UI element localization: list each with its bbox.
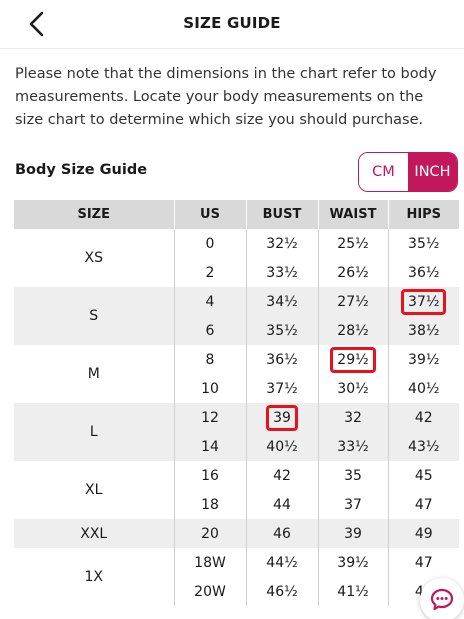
table-cell: 45 bbox=[414, 467, 433, 484]
size-label-l: L bbox=[14, 403, 175, 461]
unit-toggle: CM INCH bbox=[358, 152, 458, 192]
table-cell: 46½ bbox=[246, 577, 319, 606]
table-cell: 35½ bbox=[408, 235, 440, 252]
size-label-xxl: XXL bbox=[14, 519, 175, 548]
size-table: SIZE US BUST WAIST HIPS XS 0 32½ 25½ 35½… bbox=[14, 200, 459, 606]
table-row: 6 35½ 28½ 38½ bbox=[14, 316, 459, 345]
table-cell: 8 bbox=[174, 345, 247, 374]
table-cell: 39 bbox=[318, 519, 389, 548]
table-cell: 49 bbox=[388, 519, 459, 548]
table-cell: 27½ bbox=[318, 287, 389, 316]
table-cell: 44 bbox=[246, 490, 319, 519]
size-label-s: S bbox=[14, 287, 175, 345]
table-cell: 43½ bbox=[388, 432, 459, 461]
table-cell: 36½ bbox=[408, 264, 440, 281]
table-cell: 35½ bbox=[246, 316, 319, 345]
column-header-us: US bbox=[174, 200, 247, 229]
table-row: M 8 36½ 29½ 39½ bbox=[14, 345, 459, 403]
table-row: 2 33½ 26½ 36½ bbox=[14, 258, 459, 287]
table-cell: 46 bbox=[246, 519, 319, 548]
table-cell: 26½ bbox=[318, 258, 389, 287]
table-cell: 25½ bbox=[318, 229, 389, 258]
table-row: 10 37½ 30½ 40½ bbox=[14, 374, 459, 403]
section-title: Body Size Guide bbox=[15, 162, 148, 178]
table-cell: 30½ bbox=[318, 374, 389, 403]
highlight-box: 39 bbox=[266, 404, 298, 431]
size-label-1x: 1X bbox=[14, 548, 175, 606]
table-cell: 28½ bbox=[318, 316, 389, 345]
header-divider bbox=[0, 48, 464, 49]
table-cell: 2 bbox=[174, 258, 247, 287]
table-row: XL 16 42 35 45 bbox=[14, 461, 459, 519]
size-label-xs: XS bbox=[14, 229, 175, 287]
table-cell: 38½ bbox=[388, 316, 459, 345]
table-cell: 44½ bbox=[246, 548, 319, 577]
table-header-row: SIZE US BUST WAIST HIPS bbox=[14, 200, 459, 229]
chat-bubble-icon bbox=[430, 588, 454, 611]
table-cell: 39½ bbox=[408, 351, 440, 368]
table-cell: 12 bbox=[174, 403, 247, 432]
table-row: S 4 34½ 27½ 37½ bbox=[14, 287, 459, 345]
table-cell-highlighted: 37½ bbox=[388, 287, 459, 316]
table-cell-highlighted: 39 bbox=[246, 403, 319, 432]
chevron-left-icon bbox=[29, 11, 44, 37]
table-cell: 33½ bbox=[318, 432, 389, 461]
chat-button[interactable] bbox=[420, 578, 464, 619]
table-cell: 40½ bbox=[408, 380, 440, 397]
column-header-size: SIZE bbox=[14, 200, 175, 229]
table-cell: 42 bbox=[388, 403, 459, 432]
size-guide-notice: Please note that the dimensions in the c… bbox=[15, 66, 437, 128]
table-cell: 40½ bbox=[246, 432, 319, 461]
header-bar: SIZE GUIDE bbox=[0, 0, 464, 48]
table-cell: 37½ bbox=[246, 374, 319, 403]
table-cell: 10 bbox=[174, 374, 247, 403]
table-row: 14 40½ 33½ 43½ bbox=[14, 432, 459, 461]
column-header-waist: WAIST bbox=[318, 200, 389, 229]
table-cell: 14 bbox=[174, 432, 247, 461]
table-cell: 32½ bbox=[246, 229, 319, 258]
page-title: SIZE GUIDE bbox=[183, 14, 281, 32]
size-table-container: SIZE US BUST WAIST HIPS XS 0 32½ 25½ 35½… bbox=[14, 200, 459, 606]
table-row: XS 0 32½ 25½ 35½ bbox=[14, 229, 459, 287]
table-cell: 20 bbox=[174, 519, 247, 548]
table-cell: 35 bbox=[318, 461, 389, 490]
table-cell: 36½ bbox=[246, 345, 319, 374]
table-row: 18 44 37 47 bbox=[14, 490, 459, 519]
column-header-bust: BUST bbox=[246, 200, 319, 229]
column-header-hips: HIPS bbox=[388, 200, 459, 229]
highlight-box: 37½ bbox=[401, 288, 447, 315]
table-cell: 47 bbox=[414, 554, 433, 571]
table-cell: 20W bbox=[174, 577, 247, 606]
table-cell: 16 bbox=[174, 461, 247, 490]
table-row: XXL 20 46 39 49 bbox=[14, 519, 459, 548]
size-label-m: M bbox=[14, 345, 175, 403]
table-cell: 0 bbox=[174, 229, 247, 258]
table-row: L 12 39 32 42 bbox=[14, 403, 459, 461]
table-cell: 42 bbox=[246, 461, 319, 490]
unit-inch-button[interactable]: INCH bbox=[408, 153, 457, 191]
back-button[interactable] bbox=[22, 8, 54, 40]
table-cell: 47 bbox=[414, 496, 433, 513]
unit-cm-button[interactable]: CM bbox=[359, 153, 408, 191]
size-label-xl: XL bbox=[14, 461, 175, 519]
highlight-box: 29½ bbox=[330, 346, 376, 373]
table-cell: 18W bbox=[174, 548, 247, 577]
table-cell: 34½ bbox=[246, 287, 319, 316]
table-cell: 37 bbox=[318, 490, 389, 519]
table-cell-highlighted: 29½ bbox=[318, 345, 389, 374]
table-cell: 18 bbox=[174, 490, 247, 519]
table-cell: 32 bbox=[318, 403, 389, 432]
table-row: 1X 18W 44½ 39½ 47 bbox=[14, 548, 459, 606]
table-cell: 4 bbox=[174, 287, 247, 316]
table-cell: 39½ bbox=[318, 548, 389, 577]
table-row: 20W 46½ 41½ 49 bbox=[14, 577, 459, 606]
table-cell: 41½ bbox=[318, 577, 389, 606]
table-cell: 33½ bbox=[246, 258, 319, 287]
table-cell: 6 bbox=[174, 316, 247, 345]
